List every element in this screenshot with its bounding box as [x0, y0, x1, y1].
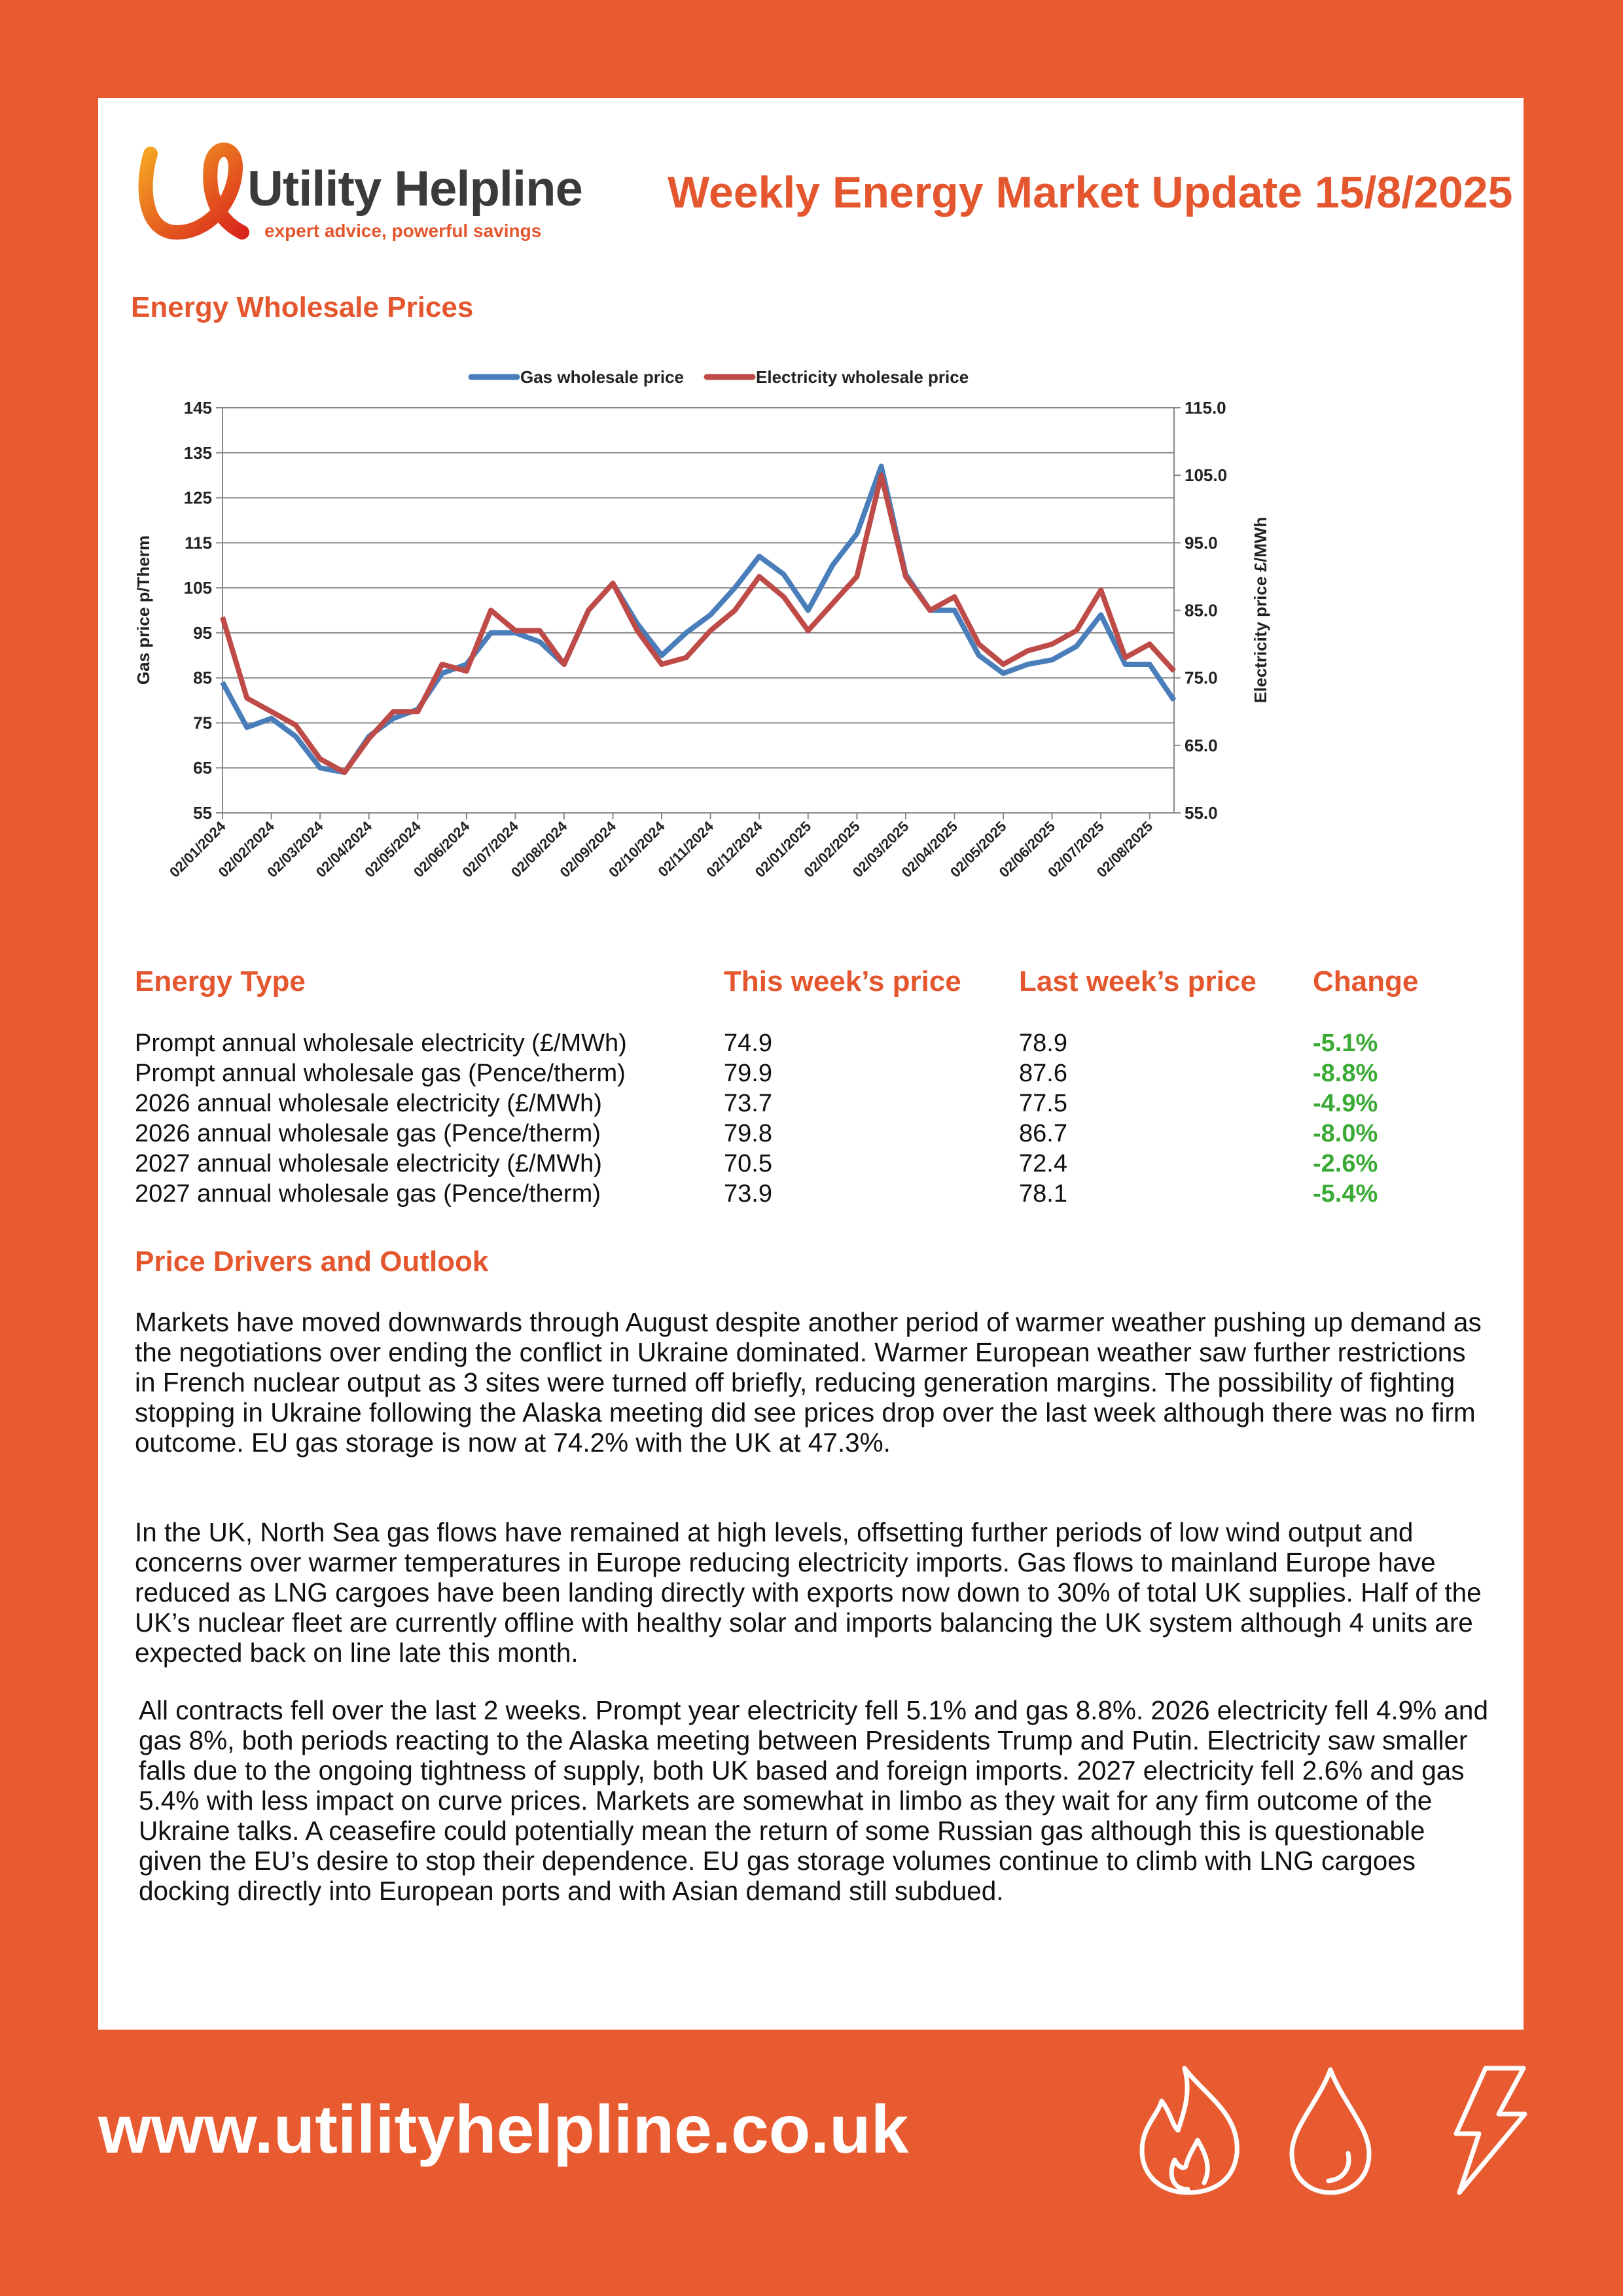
table-header: Change	[1313, 965, 1419, 997]
y2-axis-title: Electricity price £/MWh	[1251, 517, 1270, 704]
y2-tick-label: 65.0	[1185, 736, 1218, 755]
table-cell: -4.9%	[1313, 1090, 1378, 1117]
paragraph: In the UK, North Sea gas flows have rema…	[135, 1517, 1482, 1668]
table-cell: 73.7	[724, 1090, 772, 1117]
table-cell: 79.9	[724, 1060, 772, 1087]
table-cell: 72.4	[1019, 1150, 1067, 1177]
chart: Gas price p/Therm Electricity price £/MW…	[134, 367, 1270, 880]
section-heading: Price Drivers and Outlook	[135, 1246, 489, 1278]
y-tick-label: 65	[193, 758, 212, 778]
y-tick-label: 135	[184, 443, 212, 463]
table-cell: -8.0%	[1313, 1120, 1378, 1147]
table-cell: 78.9	[1019, 1030, 1067, 1057]
y2-tick-label: 95.0	[1185, 533, 1218, 552]
table-cell: 70.5	[724, 1150, 772, 1177]
table-cell: Prompt annual wholesale gas (Pence/therm…	[135, 1060, 626, 1087]
logo-mark	[138, 142, 249, 240]
y2-tick-label: 55.0	[1185, 803, 1218, 823]
table-cell: -2.6%	[1313, 1150, 1378, 1177]
flame-icon	[1139, 2066, 1240, 2195]
drop-icon	[1289, 2067, 1372, 2195]
legend-label: Gas wholesale price	[520, 367, 684, 387]
content-panel	[98, 98, 1524, 2030]
table-cell: -5.1%	[1313, 1030, 1378, 1057]
table-header: Last week’s price	[1019, 965, 1257, 997]
y-tick-label: 55	[193, 803, 212, 823]
y-tick-label: 125	[184, 488, 212, 508]
table-header: Energy Type	[135, 965, 306, 997]
page-title: Weekly Energy Market Update 15/8/2025	[668, 168, 1513, 217]
y2-tick-label: 85.0	[1185, 601, 1218, 620]
y-tick-label: 115	[185, 533, 212, 552]
table-cell: 86.7	[1019, 1120, 1067, 1147]
table-cell: -8.8%	[1313, 1060, 1378, 1087]
section-heading: Energy Wholesale Prices	[131, 291, 474, 323]
y-axis-title: Gas price p/Therm	[134, 535, 153, 685]
table-cell: 2027 annual wholesale electricity (£/MWh…	[135, 1150, 602, 1177]
table-cell: 77.5	[1019, 1090, 1067, 1117]
table-cell: 2027 annual wholesale gas (Pence/therm)	[135, 1180, 601, 1208]
website-url: www.utilityhelpline.co.uk	[98, 2092, 909, 2168]
series-line	[220, 463, 1177, 776]
table-cell: 2026 annual wholesale gas (Pence/therm)	[135, 1120, 601, 1147]
paragraph: All contracts fell over the last 2 weeks…	[139, 1695, 1488, 1906]
y-tick-label: 95	[193, 623, 212, 643]
paragraph: Markets have moved downwards through Aug…	[135, 1307, 1482, 1458]
table-cell: 79.8	[724, 1120, 772, 1147]
brand-name: Utility Helpline	[247, 161, 583, 217]
table-header: This week’s price	[724, 965, 961, 997]
legend-label: Electricity wholesale price	[756, 367, 969, 387]
table-cell: 78.1	[1019, 1180, 1067, 1208]
table-cell: 2026 annual wholesale electricity (£/MWh…	[135, 1090, 602, 1117]
y-tick-label: 85	[193, 668, 212, 688]
table-cell: 73.9	[724, 1180, 772, 1208]
y2-tick-label: 75.0	[1185, 668, 1218, 688]
bolt-icon	[1454, 2066, 1527, 2195]
footer-icons	[1139, 2066, 1527, 2195]
table-cell: Prompt annual wholesale electricity (£/M…	[135, 1030, 627, 1057]
series-line	[220, 473, 1176, 776]
y-tick-label: 105	[184, 578, 212, 598]
table-cell: -5.4%	[1313, 1180, 1378, 1208]
table-cell: 87.6	[1019, 1060, 1067, 1087]
table-cell: 74.9	[724, 1030, 772, 1057]
tagline: expert advice, powerful savings	[264, 221, 542, 241]
y-tick-label: 75	[193, 713, 212, 732]
y-tick-label: 145	[184, 398, 212, 418]
y2-tick-label: 115.0	[1185, 398, 1226, 418]
y2-tick-label: 105.0	[1185, 465, 1227, 485]
